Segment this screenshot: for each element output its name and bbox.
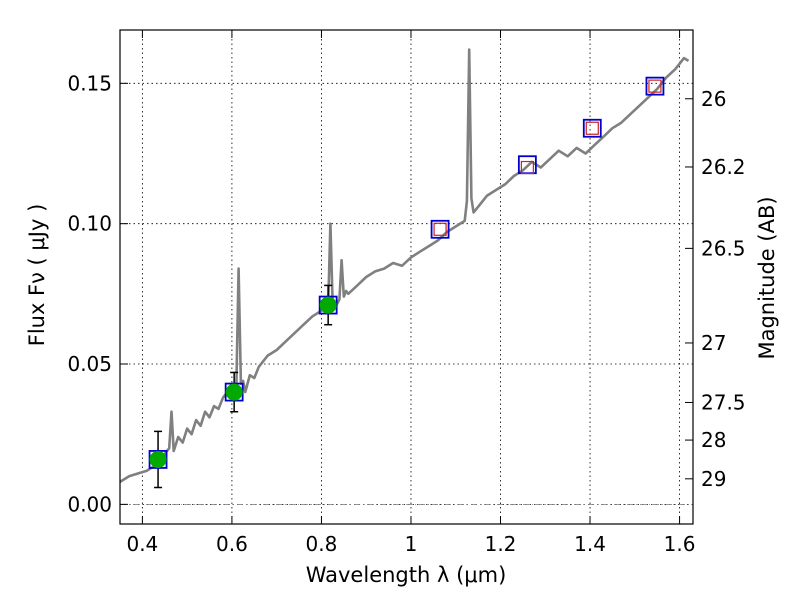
plot-frame (119, 29, 694, 525)
right-axis-label: Magnitude (AB) (755, 196, 779, 359)
x-tick-label: 1.6 (664, 532, 696, 556)
x-tick-label: 0.8 (306, 532, 338, 556)
x-tick-label: 1 (405, 532, 418, 556)
right-tick-label: 27 (701, 331, 726, 355)
model-point (430, 219, 450, 239)
y-axis-label: Flux Fν ( μJy ) (25, 204, 49, 347)
right-tick-label: 26.2 (701, 155, 746, 179)
photometry-upper-point (433, 222, 447, 236)
photometry-upper-point (648, 79, 662, 93)
photometry-upper-point (520, 160, 534, 175)
model-point (645, 76, 665, 96)
y-tick-label: 0.15 (67, 71, 112, 95)
photometry-point (149, 450, 167, 468)
right-tick-label: 26 (701, 87, 726, 111)
spectrum-series (119, 48, 690, 484)
right-tick-label: 28 (701, 428, 726, 452)
x-axis-label: Wavelength λ (μm) (306, 563, 507, 587)
right-tick-label: 27.5 (701, 390, 746, 414)
photometry-upper-point (585, 121, 599, 135)
grid (120, 30, 693, 524)
right-tick-label: 26.5 (701, 236, 746, 260)
photometry-point (225, 383, 243, 401)
x-tick-label: 1.4 (574, 532, 606, 556)
axis-ticks: 0.4 0.6 0.8 1 1.2 1.4 1.6 0.00 0.05 0.10 0.15 26 26.… (67, 30, 746, 556)
y-tick-label: 0.05 (67, 352, 112, 376)
x-tick-label: 0.4 (126, 532, 158, 556)
model-point (582, 118, 602, 138)
y-tick-label: 0.00 (67, 492, 112, 516)
spectrum-line (119, 48, 690, 484)
x-tick-label: 1.2 (485, 532, 517, 556)
photometry-point (319, 296, 337, 314)
x-tick-label: 0.6 (216, 532, 248, 556)
photometry-series (148, 76, 665, 489)
right-tick-label: 29 (701, 467, 726, 491)
y-tick-label: 0.10 (67, 212, 112, 236)
